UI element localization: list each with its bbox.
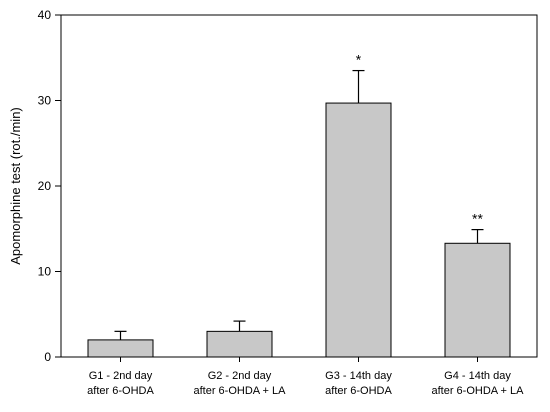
y-tick-label: 30 bbox=[38, 94, 52, 108]
x-tick-label-2: G2 - 2nd day after 6-OHDA + LA bbox=[193, 370, 286, 397]
error-bars bbox=[114, 69, 484, 340]
bars bbox=[87, 102, 511, 358]
x-tick-label-1: G1 - 2nd day after 6-OHDA bbox=[87, 370, 154, 397]
bar-2 bbox=[206, 330, 273, 358]
x-tick-label-3: G3 - 14th day after 6-OHDA bbox=[325, 370, 392, 397]
bar-4 bbox=[444, 242, 511, 358]
bar-1 bbox=[87, 339, 154, 358]
x-axis: G1 - 2nd day after 6-OHDA G2 - 2nd day afte… bbox=[87, 357, 524, 397]
significance-labels: *** bbox=[356, 52, 484, 227]
error-bar-2 bbox=[233, 320, 246, 332]
y-tick-label: 20 bbox=[38, 179, 52, 193]
y-tick-label: 10 bbox=[38, 265, 52, 279]
y-axis: 0 10 20 30 40 bbox=[38, 8, 61, 364]
error-bar-1 bbox=[114, 330, 127, 340]
bar-3 bbox=[325, 102, 392, 358]
y-tick-label: 40 bbox=[38, 8, 52, 22]
x-tick-label-4: G4 - 14th day after 6-OHDA + LA bbox=[431, 370, 524, 397]
significance-label-3: * bbox=[356, 52, 362, 68]
significance-label-4: ** bbox=[472, 211, 483, 227]
y-tick-label: 0 bbox=[44, 350, 51, 364]
y-axis-title: Apomorphine test (rot./min) bbox=[8, 107, 23, 265]
error-bar-3 bbox=[352, 69, 365, 104]
error-bar-4 bbox=[471, 229, 484, 244]
